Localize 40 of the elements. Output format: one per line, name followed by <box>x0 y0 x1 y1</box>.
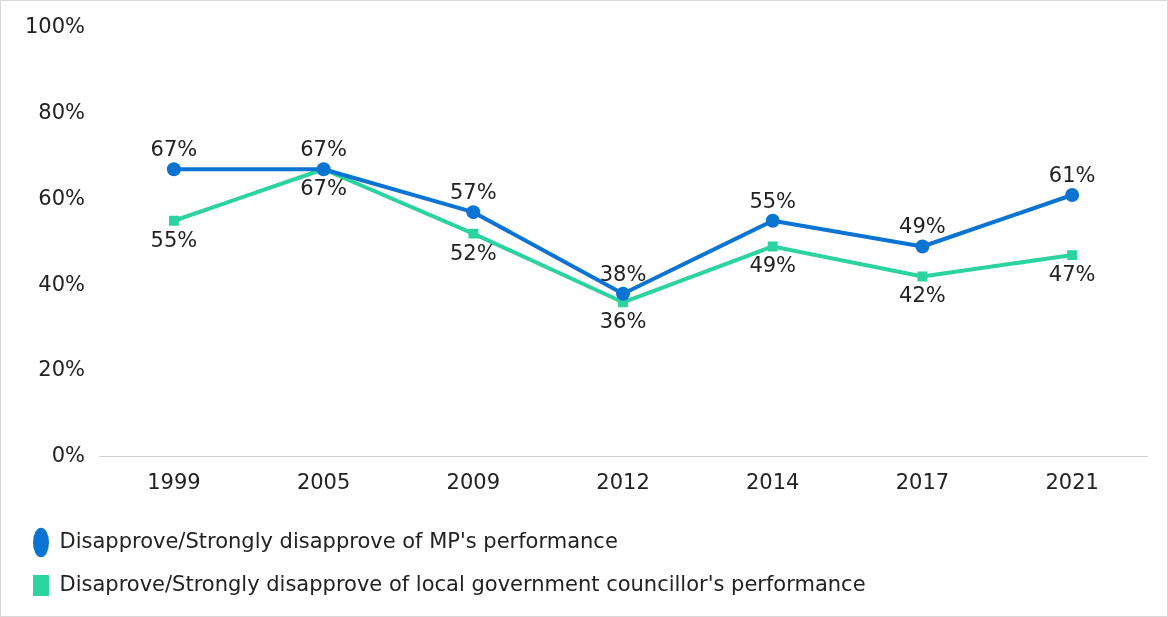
y-tick-label: 20% <box>38 357 86 382</box>
x-tick-label: 2009 <box>446 469 501 494</box>
x-tick-label: 2012 <box>596 469 650 494</box>
x-tick-label: 2005 <box>296 469 351 494</box>
data-label: 42% <box>899 283 946 308</box>
x-tick-label: 1999 <box>147 469 201 494</box>
data-label: 57% <box>449 180 497 205</box>
point <box>468 228 479 239</box>
x-tick-label: 2021 <box>1045 469 1099 494</box>
x-tick-label: 2014 <box>746 469 800 494</box>
data-label: 47% <box>1048 262 1096 287</box>
data-label: 49% <box>899 214 946 239</box>
y-tick-label: 0% <box>51 443 86 468</box>
legend-label: Disaprove/Strongly disapprove of local government councillor's performance <box>59 571 866 596</box>
data-label: 38% <box>599 261 647 286</box>
data-label: 55% <box>749 188 797 213</box>
point <box>166 162 181 177</box>
point <box>466 205 481 220</box>
y-tick-label: 40% <box>38 271 86 296</box>
y-tick-label: 80% <box>38 99 86 124</box>
legend-label: Disapprove/Strongly disapprove of MP's performance <box>59 528 618 553</box>
point <box>1067 250 1078 261</box>
point <box>616 286 631 301</box>
point <box>765 213 780 228</box>
point <box>1065 187 1080 202</box>
data-label: 67% <box>300 176 347 201</box>
data-label: 36% <box>599 309 647 334</box>
point <box>767 241 778 252</box>
x-tick-label: 2017 <box>895 469 950 494</box>
data-label: 67% <box>300 137 347 162</box>
point <box>915 239 930 254</box>
y-tick-label: 60% <box>38 185 86 210</box>
point <box>917 271 928 282</box>
point <box>168 215 179 226</box>
data-label: 49% <box>749 253 797 278</box>
data-label: 61% <box>1048 162 1096 187</box>
data-label: 67% <box>150 137 198 162</box>
data-label: 52% <box>449 240 497 265</box>
data-label: 55% <box>150 227 198 252</box>
y-tick-label: 100% <box>24 14 86 39</box>
